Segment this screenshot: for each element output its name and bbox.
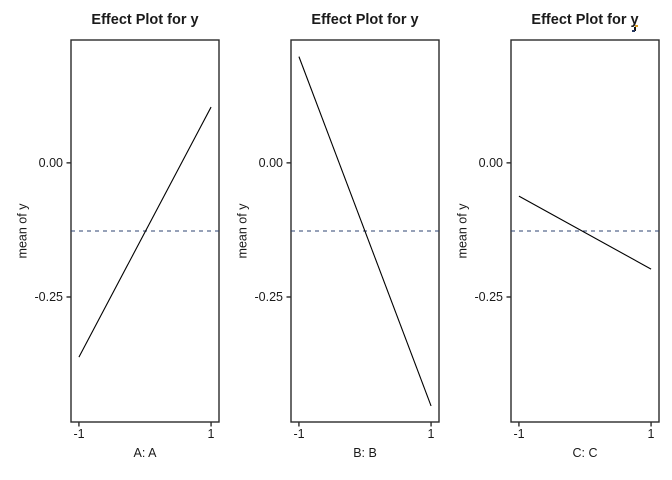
cursor-artifact: [632, 25, 638, 32]
y-tick-label: -0.25: [254, 289, 284, 304]
plot-area-a: [66, 39, 220, 427]
plot-area-c: [506, 39, 660, 427]
effect-panel-c: Effect Plot for y mean of y 0.00 -0.25 -…: [448, 0, 672, 480]
effect-panel-a: Effect Plot for y mean of y 0.00 -0.25 -…: [0, 0, 224, 480]
y-tick-label: 0.00: [258, 155, 283, 170]
x-tick-label: 1: [427, 427, 435, 441]
y-tick-label: 0.00: [478, 155, 503, 170]
x-tick-label: -1: [73, 427, 85, 441]
effect-line: [78, 106, 212, 358]
x-tick-label: 1: [647, 427, 655, 441]
x-tick-label: -1: [513, 427, 525, 441]
effect-panel-b: Effect Plot for y mean of y 0.00 -0.25 -…: [224, 0, 448, 480]
plot-area-b: [286, 39, 440, 427]
x-axis-label: C: C: [572, 446, 598, 460]
x-axis-label: B: B: [353, 446, 377, 460]
panel-title: Effect Plot for y: [311, 12, 419, 28]
x-axis-label: A: A: [133, 446, 157, 460]
panel-title: Effect Plot for y: [91, 12, 199, 28]
x-tick-label: -1: [293, 427, 305, 441]
y-tick-label: -0.25: [474, 289, 504, 304]
effect-line: [298, 56, 432, 407]
effect-line: [518, 195, 652, 270]
x-tick-label: 1: [207, 427, 215, 441]
panel-title: Effect Plot for y: [531, 12, 639, 28]
y-tick-label: 0.00: [38, 155, 63, 170]
y-tick-label: -0.25: [34, 289, 64, 304]
